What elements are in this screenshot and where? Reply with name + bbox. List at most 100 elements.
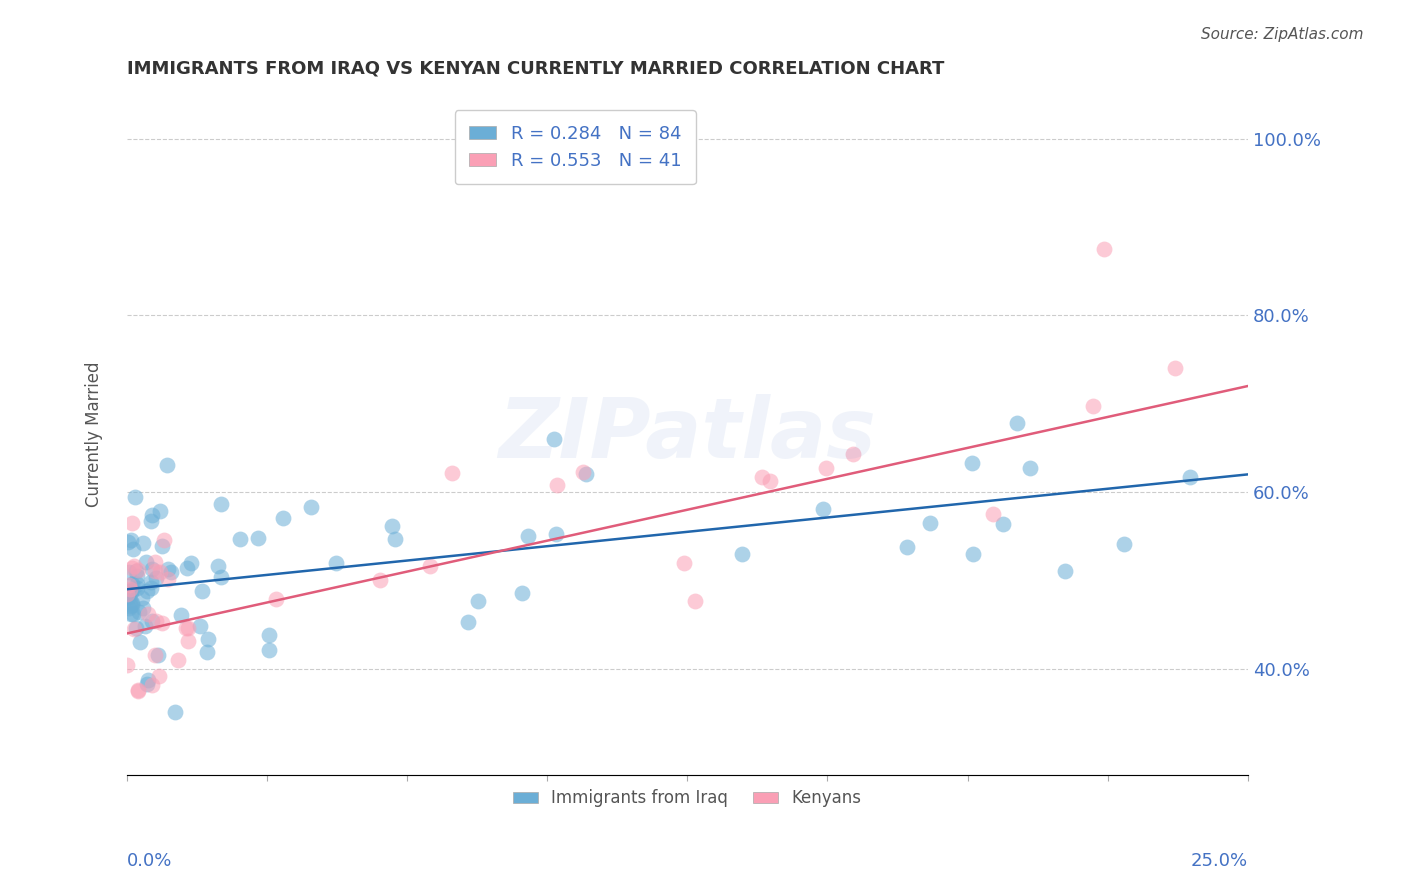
Point [118, 593, 141, 607]
Point [127, 683, 149, 698]
Point [1005, 416, 1028, 430]
Point [121, 582, 143, 597]
Point [127, 564, 149, 578]
Point [141, 514, 163, 528]
Point [673, 557, 696, 571]
Legend: Immigrants from Iraq, Kenyans: Immigrants from Iraq, Kenyans [506, 783, 869, 814]
Point [124, 490, 146, 504]
Point [381, 518, 404, 533]
Point [751, 470, 773, 484]
Point [517, 528, 540, 542]
Point [197, 632, 219, 646]
Point [117, 565, 139, 579]
Point [136, 673, 159, 688]
Point [163, 705, 186, 719]
Point [136, 607, 159, 622]
Point [156, 572, 179, 586]
Point [118, 601, 141, 615]
Point [160, 565, 183, 579]
Point [575, 467, 598, 481]
Point [125, 581, 148, 595]
Point [177, 622, 200, 636]
Point [467, 594, 489, 608]
Point [145, 571, 167, 585]
Point [131, 601, 153, 615]
Point [131, 591, 153, 606]
Point [117, 590, 139, 604]
Point [153, 533, 176, 547]
Point [209, 497, 232, 511]
Point [174, 621, 197, 635]
Point [229, 533, 252, 547]
Point [247, 531, 270, 545]
Point [896, 541, 918, 555]
Point [543, 432, 565, 446]
Point [157, 562, 180, 576]
Point [325, 556, 347, 570]
Point [180, 556, 202, 570]
Point [188, 619, 211, 633]
Point [209, 570, 232, 584]
Point [120, 607, 142, 621]
Point [1081, 399, 1104, 413]
Point [571, 465, 593, 479]
Point [132, 536, 155, 550]
Point [156, 458, 179, 473]
Point [419, 559, 441, 574]
Point [118, 582, 141, 596]
Text: 25.0%: 25.0% [1191, 852, 1249, 870]
Point [457, 615, 479, 630]
Point [120, 599, 142, 613]
Point [814, 461, 837, 475]
Point [149, 504, 172, 518]
Point [759, 474, 782, 488]
Point [842, 447, 865, 461]
Point [150, 616, 173, 631]
Point [177, 634, 200, 648]
Point [125, 568, 148, 582]
Point [135, 555, 157, 569]
Point [150, 539, 173, 553]
Point [121, 598, 143, 612]
Point [121, 596, 143, 610]
Point [259, 643, 281, 657]
Point [118, 578, 141, 592]
Point [141, 508, 163, 522]
Point [128, 634, 150, 648]
Point [122, 541, 145, 556]
Point [135, 583, 157, 598]
Point [121, 585, 143, 599]
Point [1164, 361, 1187, 376]
Point [117, 583, 139, 598]
Point [141, 678, 163, 692]
Point [544, 527, 567, 541]
Point [149, 565, 172, 579]
Point [512, 586, 534, 600]
Point [918, 516, 941, 530]
Point [546, 477, 568, 491]
Y-axis label: Currently Married: Currently Married [86, 362, 103, 508]
Point [141, 614, 163, 628]
Point [139, 575, 162, 590]
Point [195, 645, 218, 659]
Point [128, 606, 150, 620]
Point [125, 564, 148, 578]
Point [962, 547, 984, 561]
Point [730, 547, 752, 561]
Point [299, 500, 322, 514]
Point [122, 622, 145, 636]
Point [257, 627, 280, 641]
Point [145, 614, 167, 628]
Point [143, 648, 166, 663]
Point [981, 507, 1004, 521]
Point [1053, 564, 1076, 578]
Point [148, 669, 170, 683]
Point [1092, 242, 1115, 256]
Point [1114, 537, 1136, 551]
Point [962, 456, 984, 470]
Text: IMMIGRANTS FROM IRAQ VS KENYAN CURRENTLY MARRIED CORRELATION CHART: IMMIGRANTS FROM IRAQ VS KENYAN CURRENTLY… [127, 60, 945, 78]
Point [166, 652, 188, 666]
Point [121, 577, 143, 591]
Point [141, 582, 163, 596]
Point [115, 658, 138, 673]
